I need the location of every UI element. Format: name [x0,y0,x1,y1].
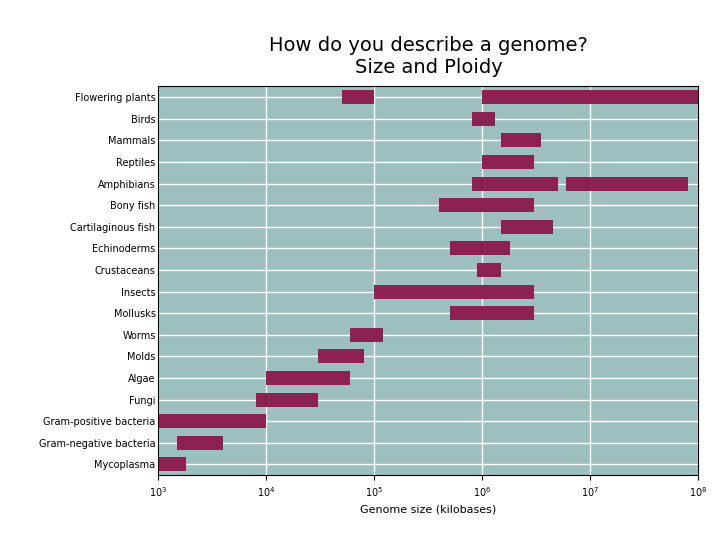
Bar [472,112,495,126]
Bar [342,90,374,104]
Bar [450,306,534,320]
Bar [501,220,553,234]
Bar [482,90,698,104]
Bar [439,198,534,212]
Bar [374,285,534,299]
Bar [158,414,266,428]
Bar [318,349,364,363]
Bar [450,241,510,255]
Bar [482,155,534,169]
Bar [351,328,383,342]
Bar [501,133,541,147]
Bar [266,371,351,385]
Bar [477,263,501,277]
X-axis label: Genome size (kilobases): Genome size (kilobases) [360,504,497,514]
Bar [158,457,186,471]
Bar [256,393,318,407]
Bar [177,436,223,450]
Bar [567,177,688,191]
Title: How do you describe a genome?
Size and Ploidy: How do you describe a genome? Size and P… [269,36,588,77]
Bar [472,177,558,191]
